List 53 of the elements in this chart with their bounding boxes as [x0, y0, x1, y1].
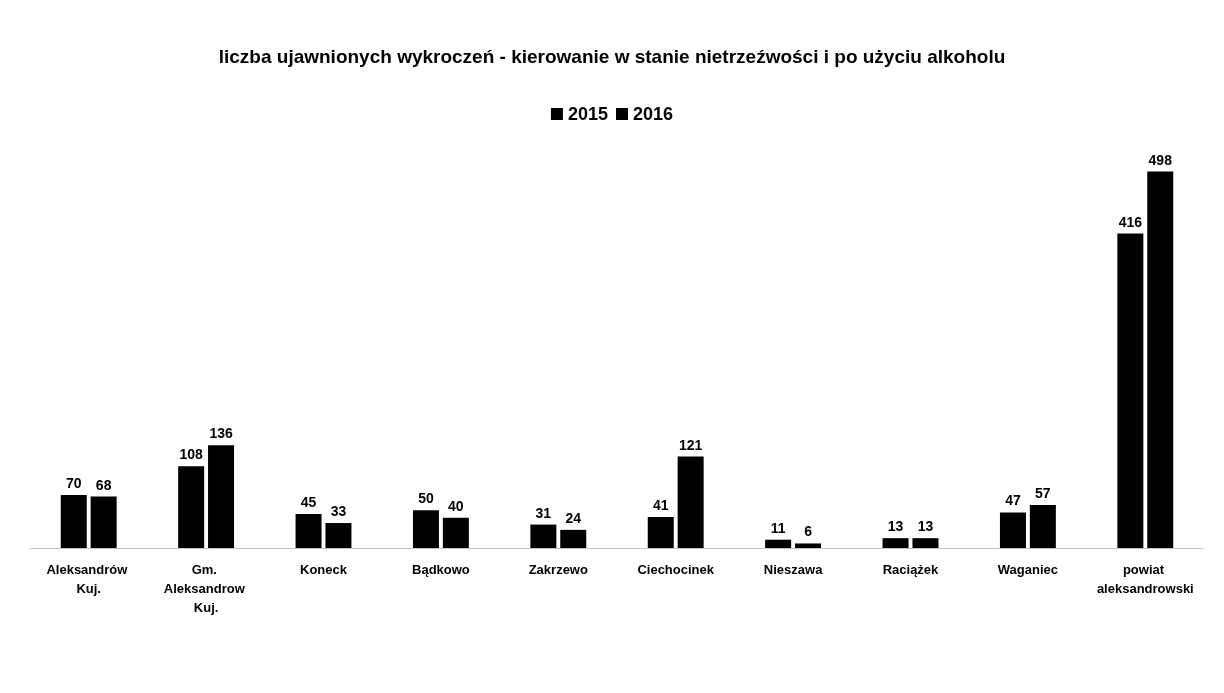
bar [795, 543, 822, 548]
data-label: 13 [917, 518, 934, 535]
data-label: 13 [887, 518, 904, 535]
x-tick-label: Gm. Aleksandrow Kuj. [163, 562, 249, 615]
data-label: 57 [1035, 484, 1051, 501]
bar [90, 496, 117, 548]
x-tick-label: Zakrzewo [528, 562, 588, 577]
bar [530, 524, 557, 548]
data-label: 50 [418, 490, 434, 507]
legend-label: 2016 [633, 104, 674, 124]
bar [412, 510, 439, 548]
data-label: 47 [1005, 492, 1021, 509]
data-label: 24 [565, 509, 582, 526]
data-label: 41 [652, 497, 669, 513]
data-label: 70 [65, 475, 82, 492]
bar [208, 445, 235, 548]
bar [560, 529, 587, 548]
bar [1147, 171, 1174, 548]
x-tick-label: Raciążek [882, 562, 940, 577]
data-label: 416 [1118, 213, 1143, 230]
bar [765, 539, 792, 548]
data-label: 68 [95, 476, 112, 493]
bar [325, 523, 352, 548]
data-label: 45 [300, 493, 317, 510]
data-label: 121 [678, 436, 703, 453]
data-label: 108 [179, 446, 204, 463]
bar [1029, 504, 1056, 548]
x-tick-label: Aleksandrów Kuj. [46, 562, 131, 596]
data-label: 40 [448, 497, 464, 514]
chart-title: liczba ujawnionych wykroczeń - kierowanie w stanie nietrzeźwości i po użyciu alkoholu [218, 46, 1006, 67]
data-label: 31 [535, 504, 552, 521]
x-tick-label: Bądkowo [412, 562, 470, 577]
x-tick-label: powiat aleksandrowski [1096, 562, 1194, 596]
x-tick-label: Koneck [300, 562, 348, 577]
bar [647, 517, 674, 548]
bar [60, 495, 87, 548]
bar [1117, 233, 1144, 548]
data-label: 498 [1148, 151, 1173, 168]
x-tick-label: Waganiec [997, 562, 1058, 577]
data-label: 136 [209, 425, 233, 442]
bar [882, 538, 909, 548]
bar [912, 538, 939, 548]
bar [295, 513, 322, 548]
data-label: 33 [330, 503, 347, 520]
data-label: 6 [804, 523, 813, 540]
x-tick-label: Ciechocinek [637, 562, 715, 577]
data-label: 11 [770, 519, 786, 536]
bar [442, 517, 469, 548]
x-tick-label: Nieszawa [763, 562, 824, 577]
bar [677, 456, 704, 548]
bar [999, 512, 1026, 548]
bar [178, 466, 205, 548]
legend-label: 2015 [567, 104, 608, 124]
